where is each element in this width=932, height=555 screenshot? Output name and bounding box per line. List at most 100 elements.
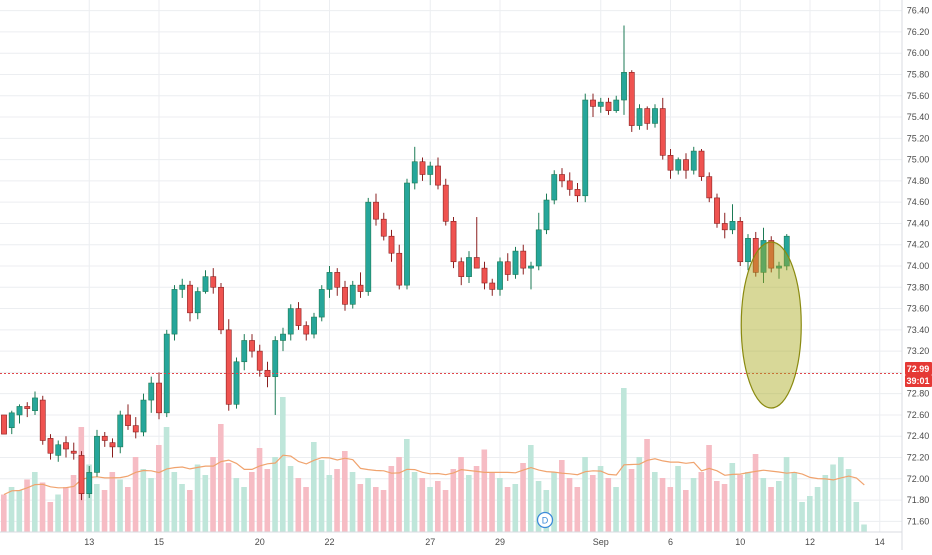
price-tick-label: 71.60 [907,516,930,526]
volume-bar [807,496,813,532]
volume-bar [752,454,759,532]
volume-bar [721,484,728,532]
volume-bar [853,502,860,532]
candle-body [497,261,503,290]
candle-body [241,340,248,363]
candle-body [768,240,775,269]
candle [559,168,565,188]
candle-body [404,182,410,286]
candle [1,414,7,435]
volume-bar [628,469,635,532]
volume-bar [388,466,395,532]
candle [264,361,271,388]
candle [543,193,550,235]
volume-bar [303,487,309,532]
candle-body [559,174,565,182]
candle-body [303,325,310,335]
candle-body [311,316,317,335]
candle [303,321,310,341]
candle-body [419,161,426,175]
volume-bar [551,472,557,532]
volume-bar [233,478,240,532]
candle-body [783,235,790,267]
volume-bar [504,487,511,532]
volume-bar [295,478,302,532]
candle [326,266,333,298]
candle-body [8,412,15,429]
volume-bar [473,466,480,532]
volume-bar [396,457,402,532]
highlight-ellipse [740,241,802,409]
candle [140,393,147,437]
candle [636,104,643,130]
candle [411,146,418,190]
candle-body [621,72,627,101]
candle [659,97,666,160]
volume-bar [706,445,712,532]
volume-bar [559,460,565,532]
volume-bar [729,463,736,532]
candle [8,410,15,435]
candle [32,391,38,415]
candle [233,357,240,409]
time-tick-label: 13 [84,537,94,547]
volume-bar [225,463,232,532]
volume-bar [776,481,782,532]
candle-body [776,265,782,269]
volume-bar [132,457,139,532]
price-tick-label: 76.40 [907,6,930,16]
candle [574,183,581,203]
candle-body [551,174,558,201]
candle [256,344,263,377]
volume-bar [411,472,418,532]
candle-body [636,108,643,126]
volume-bar [202,475,209,532]
price-tick-label: 72.00 [907,474,930,484]
price-tick-label: 74.60 [907,197,930,207]
time-axis[interactable]: 13 15 20 22 27 29 Sep 6 10 12 14 [0,531,902,547]
candle [388,229,395,262]
countdown-label: 39:01 [905,375,932,387]
candle-body [752,238,759,273]
candle-body [109,442,116,448]
candle-body [210,276,217,288]
volume-bar [799,502,805,532]
candle [225,319,232,411]
current-price-value: 72.99 [907,364,930,374]
price-axis[interactable]: 76.40 76.20 76.00 75.80 75.60 75.40 75.20 75.00… [901,0,930,550]
volume-bar [861,524,867,532]
candle-body [566,180,573,190]
candle-body [334,272,341,288]
volume-bar [442,490,449,532]
volume-bar [698,472,705,532]
dividend-event-marker[interactable]: D [536,511,554,529]
volume-bar [427,487,433,532]
volume-bar [94,484,100,532]
candle [86,466,93,498]
candle [342,280,348,311]
candle-body [86,472,93,494]
candle [520,244,527,275]
candle-body [729,221,736,231]
candle [435,157,441,190]
volume-bar [466,475,472,532]
volume-bar [380,490,387,532]
candle-body [349,284,356,305]
candle-body [140,399,147,433]
candle-body [94,435,100,473]
volume-bar [334,469,340,532]
volume-bar [32,472,38,532]
candle [101,431,108,447]
candle-body [721,223,728,231]
candle-body [218,286,224,331]
candle-body [706,176,713,199]
candle [16,404,23,424]
candle [210,268,217,294]
candle-body [357,284,364,292]
volume-bar [768,487,774,532]
price-tick-label: 75.20 [907,133,930,143]
volume-bar [535,481,542,532]
candle-body [760,240,767,273]
